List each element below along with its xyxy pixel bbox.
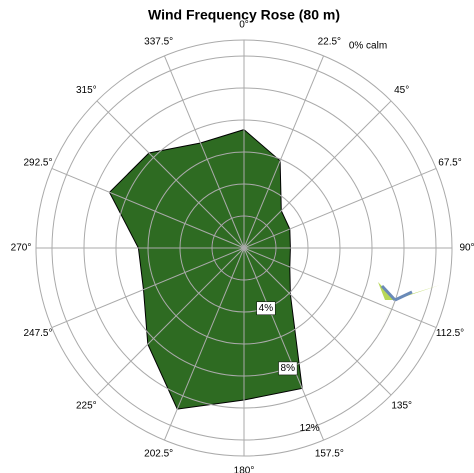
spoke bbox=[163, 55, 245, 249]
spoke bbox=[96, 247, 245, 396]
direction-label: 292.5° bbox=[23, 157, 52, 168]
direction-label: 135° bbox=[391, 400, 412, 411]
spoke bbox=[51, 167, 245, 249]
ring-label: 4% bbox=[256, 301, 276, 316]
chart-title: Wind Frequency Rose (80 m) bbox=[148, 7, 340, 23]
spoke bbox=[243, 100, 392, 249]
ring-label-text: 4% bbox=[259, 303, 274, 314]
spoke bbox=[243, 55, 325, 249]
icon-arrow bbox=[394, 290, 413, 302]
direction-label: 225° bbox=[76, 400, 97, 411]
spoke bbox=[163, 247, 245, 441]
spoke bbox=[96, 100, 245, 249]
ring-label-text: 12% bbox=[300, 423, 320, 434]
direction-label: 157.5° bbox=[315, 449, 344, 460]
direction-label: 90° bbox=[459, 243, 474, 254]
direction-label: 45° bbox=[394, 85, 409, 96]
ring-label: 8% bbox=[278, 361, 298, 376]
spoke bbox=[243, 247, 392, 396]
direction-label: 337.5° bbox=[144, 37, 173, 48]
direction-label: 67.5° bbox=[438, 157, 461, 168]
calm-note: 0% calm bbox=[349, 41, 387, 52]
ring-label-box bbox=[278, 361, 298, 376]
wind-icon bbox=[378, 282, 440, 335]
spoke bbox=[243, 167, 437, 249]
direction-label: 0° bbox=[239, 20, 249, 31]
direction-label: 247.5° bbox=[23, 328, 52, 339]
direction-label: 180° bbox=[234, 466, 255, 473]
ring-label-box bbox=[256, 301, 276, 316]
ring-label: 12% bbox=[300, 423, 320, 434]
spoke bbox=[243, 247, 437, 329]
direction-label: 112.5° bbox=[436, 328, 464, 339]
icon-vane bbox=[378, 300, 395, 335]
icon-arrow bbox=[380, 284, 397, 302]
direction-label: 270° bbox=[11, 243, 32, 254]
direction-label: 22.5° bbox=[318, 37, 341, 48]
spoke bbox=[243, 247, 325, 441]
ring-label-text: 8% bbox=[281, 363, 296, 374]
direction-label: 315° bbox=[76, 85, 97, 96]
direction-label: 202.5° bbox=[144, 449, 173, 460]
rose-area bbox=[108, 129, 303, 410]
spoke bbox=[51, 247, 245, 329]
